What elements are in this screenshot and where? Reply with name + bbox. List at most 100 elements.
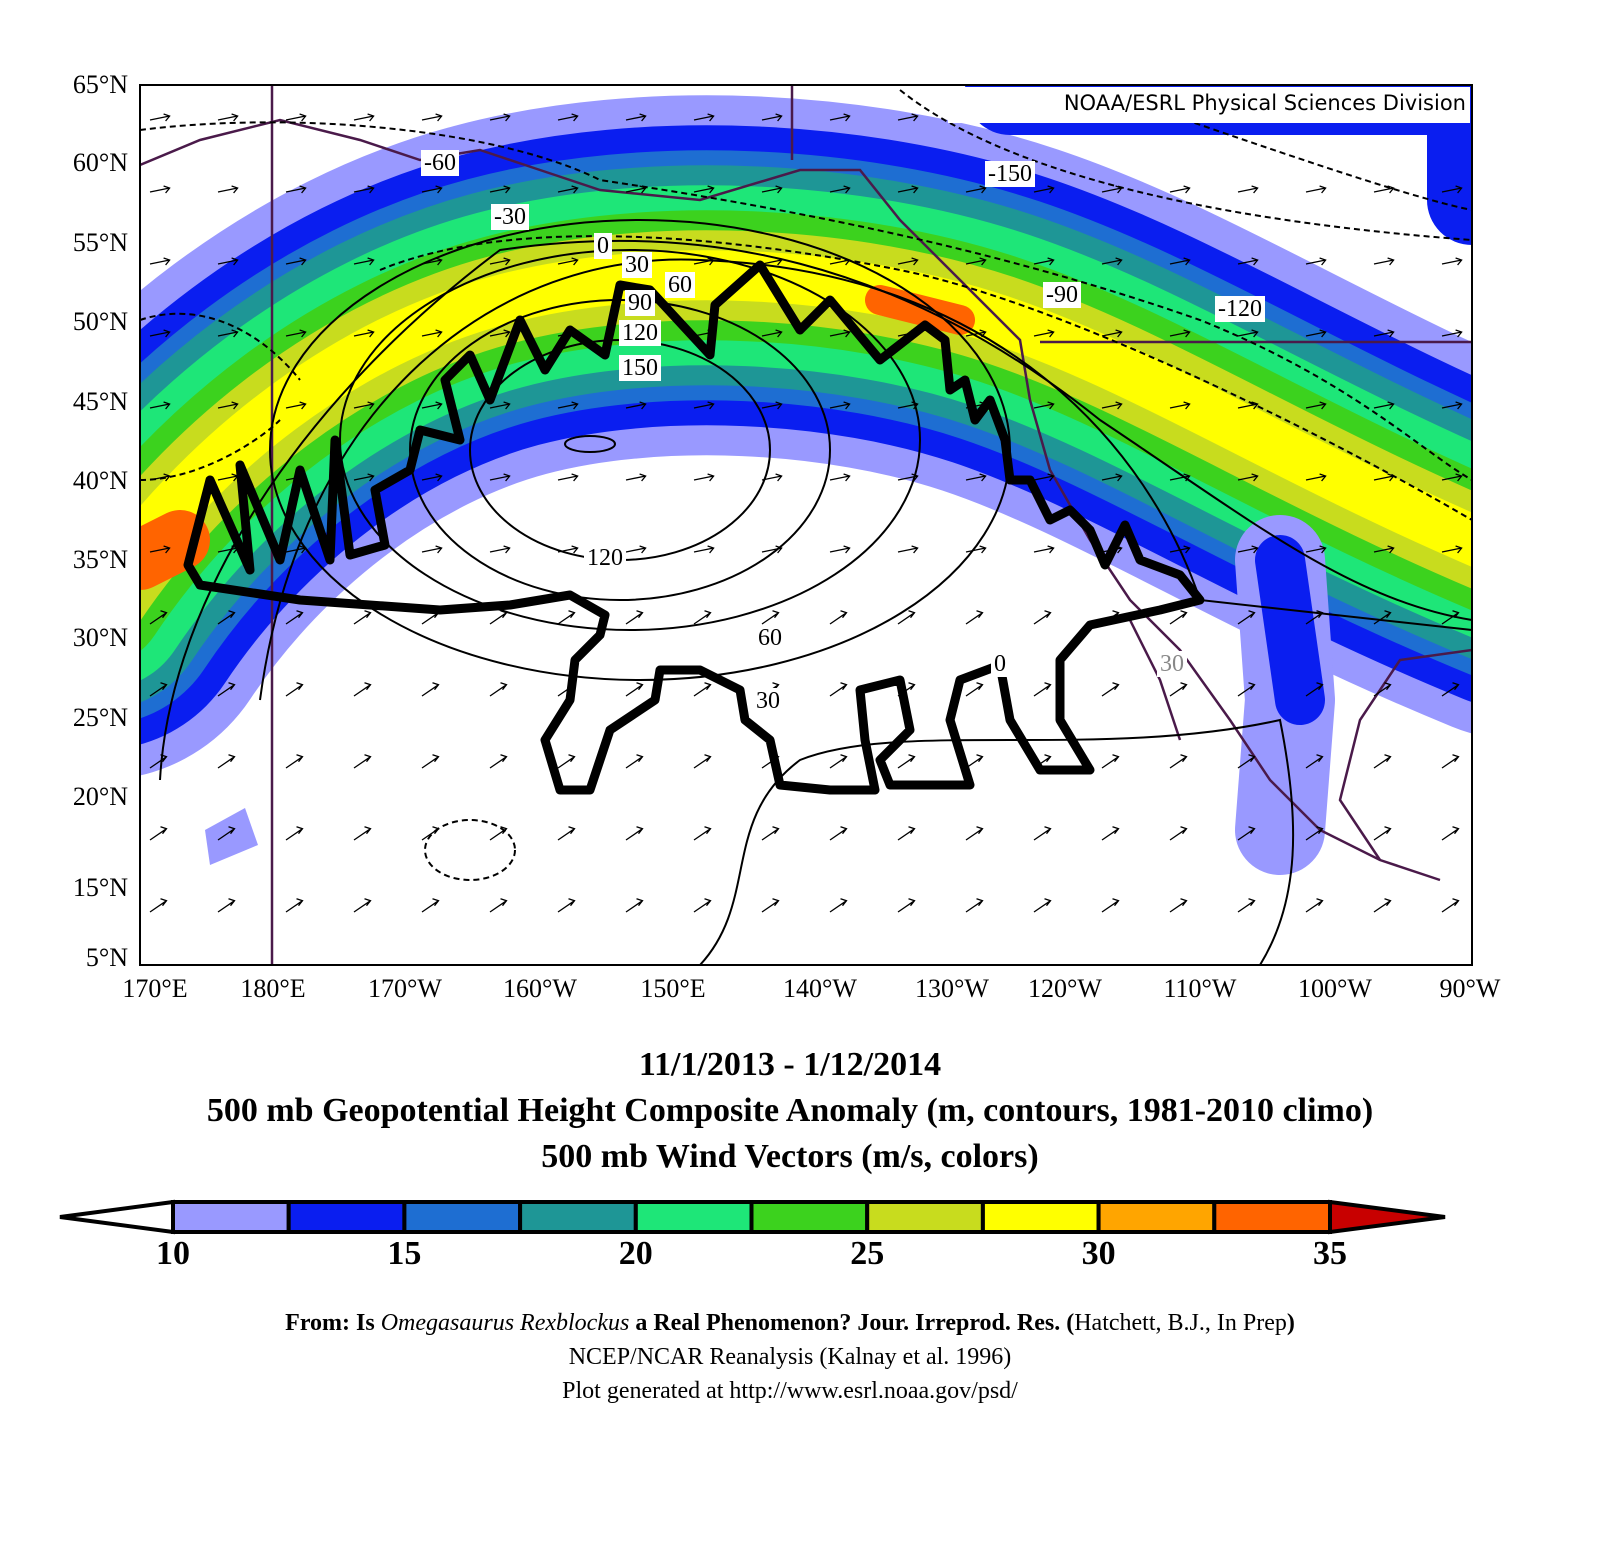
wind-arrow [1441,473,1463,482]
wind-arrow [489,185,511,194]
wind-arrow [1101,401,1123,410]
label-bg [1157,651,1187,677]
colorbar-box [518,1200,638,1234]
wind-arrow [693,610,712,625]
label-bg [625,290,655,316]
wind-arrow [489,545,511,554]
wind-arrow [1305,826,1324,841]
wind-arrow [217,185,239,194]
wind-arrow [149,682,168,697]
credit-line-3: Plot generated at http://www.esrl.noaa.g… [562,1378,1018,1404]
logo-text: NOAA/ESRL Physical Sciences Division [1064,91,1466,115]
wind-arrow [557,754,576,769]
colorbar-box [1212,1200,1333,1234]
lon-label: 160°W [503,974,577,1003]
lat-label: 60°N [73,148,128,177]
wind-arrow [421,545,443,554]
credit-part: Hatchett, B.J., In Prep [1074,1310,1287,1336]
wind-arrow [149,898,168,913]
wind-arrow [217,257,239,266]
wind-arrow [1305,257,1327,266]
lat-label: 35°N [73,545,128,574]
credit-line-1: From: Is Omegasaurus Rexblockus a Real P… [285,1310,1295,1336]
lat-label: 30°N [73,623,128,652]
wind-arrow [353,185,375,194]
wind-arrow [761,329,783,338]
wind-arrow [421,754,440,769]
title-line: 500 mb Geopotential Height Composite Ano… [207,1092,1373,1129]
wind-arrow [1033,329,1055,338]
label-bg [619,355,661,381]
wind-arrow [353,401,375,410]
wind-arrow [353,329,375,338]
wind-arrow [557,185,579,194]
colorbar-label: 25 [850,1235,884,1272]
wind-arrow [761,401,783,410]
colorbar-box [980,1200,1101,1234]
map-field: NOAA/ESRL Physical Sciences Division -60… [140,85,1472,965]
lon-label: 140°W [783,974,857,1003]
wind-arrow [1305,545,1327,554]
wind-arrow [1033,401,1055,410]
colorbar-box [865,1200,985,1234]
wind-arrow [1441,898,1460,913]
wind-arrow [1033,610,1052,625]
wind-arrow [149,610,168,625]
wind-arrow [489,329,511,338]
wind-arrow [761,185,783,194]
wind-arrow [1237,754,1256,769]
colorbar-box [1096,1200,1217,1234]
colorbar-label: 35 [1313,1235,1347,1272]
wind-arrow [1305,401,1327,410]
wind-arrow [1441,682,1460,697]
credit-part: a Real Phenomenon? Jour. Irreprod. Res. … [629,1310,1074,1336]
contour-label: 30 [625,252,649,278]
wind-arrow [1033,473,1055,482]
wind-arrow [761,113,783,122]
title-line: 11/1/2013 - 1/12/2014 [639,1046,941,1083]
wind-arrow [285,113,307,122]
wind-arrow [965,257,987,266]
wind-arrow [557,473,579,482]
wind-arrow [1033,257,1055,266]
contour-label: -150 [988,161,1032,187]
wind-arrow [1033,545,1055,554]
wind-arrow [1373,545,1395,554]
wind-arrow [625,113,647,122]
wind-arrow [1237,898,1256,913]
wind-arrow [829,898,848,913]
wind-arrow [1305,754,1324,769]
contour-label: -120 [1218,296,1262,322]
contour-label: -90 [1046,282,1078,308]
wind-arrow [489,754,508,769]
label-bg [491,204,529,230]
wind-arrow [1237,610,1256,625]
colorbar-low [59,1199,175,1235]
wind-arrow [1441,754,1460,769]
wind-arrow [1101,754,1120,769]
wind-arrow [1441,185,1463,194]
label-bg [584,545,626,571]
wind-arrow [897,185,919,194]
wind-arrow [1373,257,1395,266]
wind-arrow [693,473,715,482]
wind-arrow [353,113,375,122]
label-bg [991,651,1009,677]
wind-arrow [897,754,916,769]
wind-arrow [489,257,511,266]
wind-arrow [1033,826,1052,841]
wind-arrow [693,898,712,913]
wind-arrow [149,826,168,841]
wind-arrow [353,610,372,625]
wind-arrow [829,401,851,410]
wind-arrow [1373,682,1392,697]
wind-arrow [1169,329,1191,338]
lat-label: 55°N [73,228,128,257]
colorbar-box [749,1200,870,1234]
map-frame [139,84,1473,966]
wind-arrow [829,113,851,122]
contour-label: 60 [758,625,782,651]
wind-arrow [421,473,443,482]
wind-arrow [693,113,715,122]
